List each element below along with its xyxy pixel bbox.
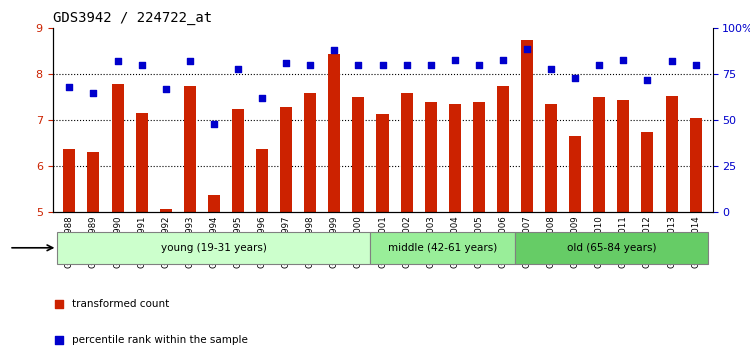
Bar bbox=[304, 93, 316, 212]
Bar bbox=[376, 114, 388, 212]
Text: young (19-31 years): young (19-31 years) bbox=[161, 243, 267, 253]
Text: transformed count: transformed count bbox=[72, 299, 170, 309]
Point bbox=[545, 66, 557, 72]
Point bbox=[232, 66, 244, 72]
Bar bbox=[88, 152, 100, 212]
Point bbox=[665, 59, 677, 64]
Bar bbox=[184, 86, 196, 212]
Bar bbox=[641, 132, 653, 212]
Bar bbox=[472, 102, 484, 212]
Bar bbox=[256, 149, 268, 212]
Bar bbox=[328, 54, 340, 212]
Bar bbox=[57, 232, 370, 264]
Bar bbox=[689, 118, 702, 212]
Point bbox=[208, 121, 220, 127]
Bar bbox=[280, 108, 292, 212]
Bar bbox=[593, 97, 605, 212]
Point bbox=[376, 62, 388, 68]
Bar bbox=[232, 109, 244, 212]
Point bbox=[280, 61, 292, 66]
Bar bbox=[617, 100, 629, 212]
Bar bbox=[521, 40, 533, 212]
Bar bbox=[136, 113, 148, 212]
Bar bbox=[63, 149, 76, 212]
Point bbox=[352, 62, 364, 68]
Point bbox=[63, 84, 75, 90]
Point bbox=[304, 62, 316, 68]
Bar bbox=[497, 86, 509, 212]
Bar bbox=[424, 102, 436, 212]
Bar bbox=[370, 232, 515, 264]
Bar bbox=[400, 93, 412, 212]
Point bbox=[569, 75, 581, 81]
Point bbox=[424, 62, 436, 68]
Text: GDS3942 / 224722_at: GDS3942 / 224722_at bbox=[53, 11, 211, 25]
Point bbox=[436, 187, 448, 193]
Point bbox=[184, 59, 196, 64]
Point bbox=[617, 57, 629, 62]
Point bbox=[256, 96, 268, 101]
Bar bbox=[665, 96, 677, 212]
Point bbox=[521, 46, 533, 51]
Point bbox=[136, 62, 148, 68]
Point bbox=[690, 62, 702, 68]
Point bbox=[593, 62, 605, 68]
Bar bbox=[112, 85, 124, 212]
Text: percentile rank within the sample: percentile rank within the sample bbox=[72, 335, 248, 345]
Bar bbox=[352, 97, 364, 212]
Text: old (65-84 years): old (65-84 years) bbox=[566, 243, 656, 253]
Point bbox=[472, 62, 484, 68]
Bar bbox=[545, 104, 557, 212]
Point bbox=[448, 57, 460, 62]
Text: middle (42-61 years): middle (42-61 years) bbox=[388, 243, 497, 253]
Bar bbox=[448, 104, 460, 212]
Point bbox=[88, 90, 100, 96]
Point bbox=[641, 77, 653, 83]
Bar bbox=[160, 209, 172, 212]
Point bbox=[160, 86, 172, 92]
Bar bbox=[515, 232, 708, 264]
Point bbox=[497, 57, 509, 62]
Point bbox=[328, 47, 340, 53]
Bar bbox=[208, 195, 220, 212]
Bar bbox=[569, 137, 581, 212]
Point bbox=[112, 59, 124, 64]
Point bbox=[400, 62, 412, 68]
